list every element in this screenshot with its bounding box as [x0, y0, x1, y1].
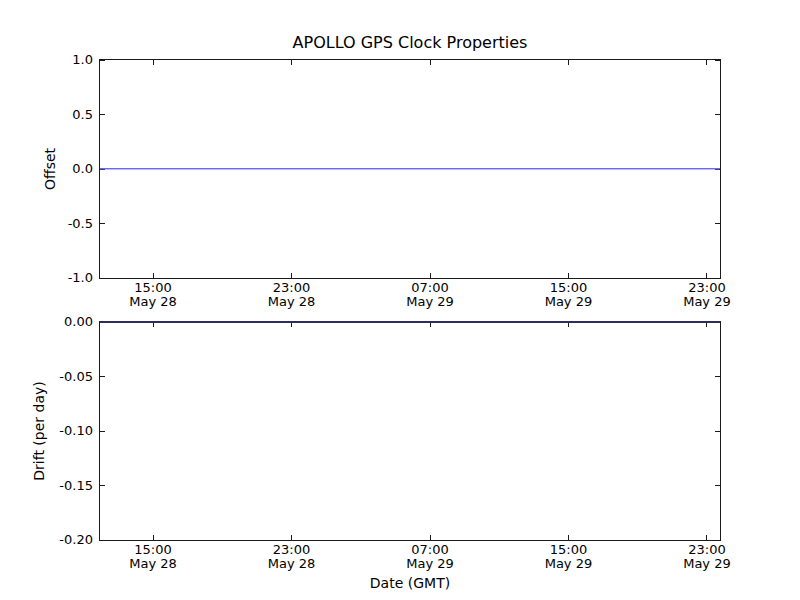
x-tick-time: 23:00	[247, 281, 337, 295]
x-tick-mark-bottom	[291, 273, 292, 278]
y-tick-mark-left	[100, 376, 105, 377]
x-tick-time: 07:00	[385, 543, 475, 557]
x-tick-mark-bottom	[568, 535, 569, 540]
offset-subplot: APOLLO GPS Clock Properties Offset 1.00.…	[99, 59, 721, 279]
x-tick-mark-top	[153, 60, 154, 65]
x-tick-label: 15:00May 28	[108, 543, 198, 571]
x-tick-time: 23:00	[662, 281, 752, 295]
x-tick-mark-bottom	[153, 535, 154, 540]
x-tick-time: 15:00	[108, 543, 198, 557]
x-tick-time: 15:00	[523, 543, 613, 557]
x-tick-mark-bottom	[430, 535, 431, 540]
y-tick-label: -0.10	[59, 423, 93, 439]
x-tick-date: May 28	[108, 295, 198, 309]
x-axis-label: Date (GMT)	[100, 575, 720, 591]
x-tick-date: May 29	[523, 295, 613, 309]
drift-subplot: Drift (per day) Date (GMT) 0.00-0.05-0.1…	[99, 321, 721, 541]
x-tick-label: 07:00May 29	[385, 543, 475, 571]
y-tick-label: -0.5	[68, 216, 93, 232]
x-tick-time: 07:00	[385, 281, 475, 295]
x-tick-time: 23:00	[662, 543, 752, 557]
x-tick-time: 23:00	[247, 543, 337, 557]
y-tick-mark-left	[100, 278, 105, 279]
y-tick-mark-left	[100, 114, 105, 115]
y-tick-label: -0.05	[59, 369, 93, 385]
series-line-gps-clock-drift	[100, 322, 720, 323]
x-tick-date: May 29	[662, 295, 752, 309]
offset-y-axis-label: Offset	[42, 148, 58, 190]
figure-canvas: APOLLO GPS Clock Properties Offset 1.0 0.…	[0, 0, 800, 600]
x-tick-mark-top	[706, 60, 707, 65]
x-tick-mark-bottom	[153, 273, 154, 278]
y-tick-label: 0.5	[72, 107, 93, 123]
x-tick-label: 07:00May 29	[385, 281, 475, 309]
x-tick-time: 15:00	[523, 281, 613, 295]
drift-y-axis-label: Drift (per day)	[31, 381, 47, 480]
x-tick-label: 15:00May 29	[523, 543, 613, 571]
x-tick-mark-bottom	[291, 535, 292, 540]
y-tick-label: -0.15	[59, 478, 93, 494]
y-tick-label: -0.20	[59, 532, 93, 548]
x-tick-mark-top	[430, 60, 431, 65]
x-tick-label: 15:00May 29	[523, 281, 613, 309]
chart-title: APOLLO GPS Clock Properties	[100, 33, 720, 53]
x-tick-date: May 28	[108, 557, 198, 571]
y-tick-mark-right	[715, 60, 720, 61]
y-tick-label: 0.0	[72, 161, 93, 177]
y-tick-mark-right	[715, 376, 720, 377]
x-tick-mark-bottom	[706, 273, 707, 278]
x-tick-date: May 29	[662, 557, 752, 571]
y-tick-mark-left	[100, 431, 105, 432]
y-tick-mark-right	[715, 278, 720, 279]
y-tick-mark-right	[715, 540, 720, 541]
x-tick-mark-top	[568, 60, 569, 65]
y-tick-mark-right	[715, 431, 720, 432]
x-tick-date: May 29	[385, 557, 475, 571]
x-tick-label: 23:00May 28	[247, 281, 337, 309]
y-tick-mark-right	[715, 223, 720, 224]
series-line-gps-clock-offset	[100, 168, 720, 169]
y-tick-mark-right	[715, 114, 720, 115]
x-tick-date: May 28	[247, 295, 337, 309]
y-tick-label: -1.0	[68, 270, 93, 286]
x-tick-time: 15:00	[108, 281, 198, 295]
x-tick-mark-bottom	[430, 273, 431, 278]
y-tick-label: 1.0	[72, 52, 93, 68]
y-tick-mark-left	[100, 60, 105, 61]
x-tick-date: May 29	[523, 557, 613, 571]
x-tick-mark-bottom	[706, 535, 707, 540]
x-tick-label: 23:00May 29	[662, 281, 752, 309]
x-tick-date: May 28	[247, 557, 337, 571]
x-tick-mark-bottom	[568, 273, 569, 278]
y-tick-mark-left	[100, 540, 105, 541]
x-tick-date: May 29	[385, 295, 475, 309]
x-tick-label: 23:00May 29	[662, 543, 752, 571]
x-tick-label: 15:00May 28	[108, 281, 198, 309]
y-tick-label: 0.00	[64, 314, 93, 330]
y-tick-mark-right	[715, 485, 720, 486]
x-tick-label: 23:00May 28	[247, 543, 337, 571]
y-tick-mark-left	[100, 223, 105, 224]
x-tick-mark-top	[291, 60, 292, 65]
y-tick-mark-left	[100, 485, 105, 486]
